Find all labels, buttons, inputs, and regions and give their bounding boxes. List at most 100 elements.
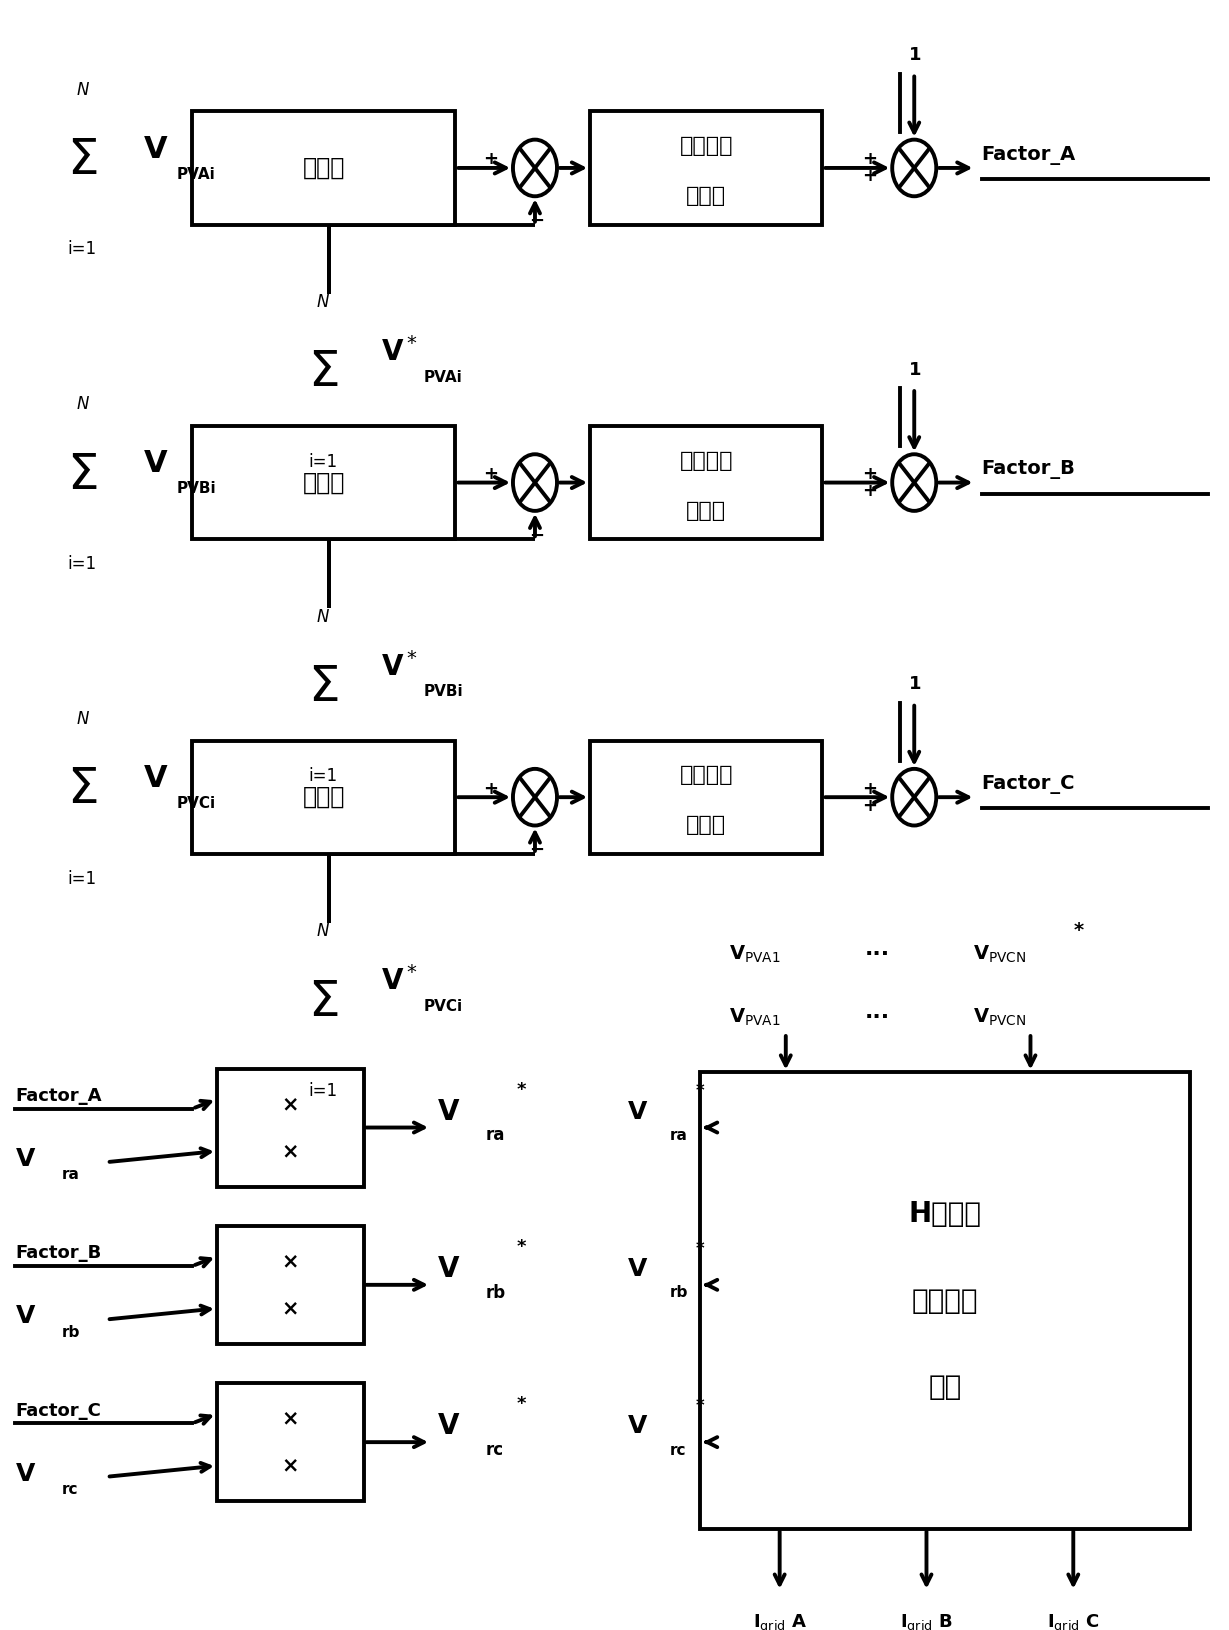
Text: $\mathbf{I}_{\mathrm{grid\_}}$C: $\mathbf{I}_{\mathrm{grid\_}}$C	[1047, 1612, 1100, 1630]
Text: N: N	[317, 608, 329, 626]
Text: rc: rc	[485, 1441, 504, 1459]
Text: rb: rb	[485, 1284, 506, 1302]
Text: N: N	[317, 293, 329, 311]
Text: rc: rc	[61, 1482, 77, 1496]
Text: 调节器: 调节器	[686, 815, 726, 836]
Text: ×: ×	[281, 1299, 299, 1319]
Text: i=1: i=1	[308, 768, 338, 786]
Text: i=1: i=1	[68, 869, 97, 888]
Text: PVCi: PVCi	[177, 795, 215, 812]
Text: PVAi: PVAi	[424, 370, 462, 385]
Text: *: *	[516, 1395, 526, 1413]
Text: $\mathbf{V}$: $\mathbf{V}$	[15, 1148, 36, 1170]
Text: $\Sigma$: $\Sigma$	[68, 766, 97, 813]
Text: PVAi: PVAi	[177, 166, 215, 181]
Bar	[216, 1069, 364, 1187]
Bar	[701, 1073, 1190, 1529]
Text: $\mathbf{V}$: $\mathbf{V}$	[627, 1100, 648, 1123]
Text: 1: 1	[909, 360, 922, 378]
Text: +: +	[863, 465, 878, 482]
Text: ra: ra	[485, 1126, 505, 1144]
Text: $\Sigma$: $\Sigma$	[308, 663, 338, 711]
Text: +: +	[863, 482, 878, 500]
Text: H桥单元: H桥单元	[908, 1200, 981, 1227]
Text: 调节器: 调节器	[686, 500, 726, 522]
Text: 1: 1	[909, 46, 922, 64]
Text: $\mathbf{V}$: $\mathbf{V}$	[144, 135, 168, 163]
Text: $\mathbf{V}_{\mathrm{PVA1}}$: $\mathbf{V}_{\mathrm{PVA1}}$	[730, 1007, 780, 1029]
Text: +: +	[863, 779, 878, 797]
Text: ra: ra	[61, 1167, 80, 1182]
Text: $\mathbf{V}_{\mathrm{PVCN}}$: $\mathbf{V}_{\mathrm{PVCN}}$	[973, 1007, 1026, 1029]
Text: ×: ×	[281, 1141, 299, 1161]
Text: 陷波器: 陷波器	[302, 471, 345, 494]
Text: N: N	[317, 923, 329, 941]
Text: $\mathbf{V}$: $\mathbf{V}$	[627, 1257, 648, 1281]
Text: ×: ×	[281, 1094, 299, 1113]
Text: +: +	[863, 797, 878, 815]
Text: +: +	[483, 465, 498, 482]
Text: PVBi: PVBi	[177, 481, 216, 497]
Bar	[193, 740, 456, 854]
Text: +: +	[863, 168, 878, 186]
Text: $\mathbf{V}$: $\mathbf{V}$	[438, 1097, 461, 1126]
Text: i=1: i=1	[308, 453, 338, 471]
Text: ···: ···	[865, 1007, 890, 1027]
Text: i=1: i=1	[68, 554, 97, 572]
Bar	[590, 425, 822, 540]
Text: Factor_A: Factor_A	[982, 145, 1075, 165]
Text: −: −	[530, 526, 544, 544]
Text: Factor_C: Factor_C	[982, 776, 1075, 794]
Text: 相间电压: 相间电压	[680, 135, 732, 156]
Text: $\mathbf{V}$: $\mathbf{V}$	[144, 764, 168, 792]
Text: −: −	[530, 841, 544, 859]
Text: Factor_B: Factor_B	[15, 1244, 101, 1262]
Text: $\mathbf{I}_{\mathrm{grid\_}}$B: $\mathbf{I}_{\mathrm{grid\_}}$B	[900, 1612, 952, 1630]
Text: ×: ×	[281, 1456, 299, 1475]
Text: 相间电压: 相间电压	[680, 764, 732, 786]
Text: ra: ra	[670, 1128, 687, 1143]
Text: 调节器: 调节器	[686, 186, 726, 207]
Text: N: N	[76, 711, 88, 729]
Bar	[193, 111, 456, 225]
Text: $\mathbf{I}_{\mathrm{grid\_}}$A: $\mathbf{I}_{\mathrm{grid\_}}$A	[752, 1612, 806, 1630]
Text: $\mathbf{V}$: $\mathbf{V}$	[144, 450, 168, 478]
Text: *: *	[1073, 921, 1084, 941]
Text: PVCi: PVCi	[424, 999, 462, 1014]
Text: $\mathbf{V}$: $\mathbf{V}$	[438, 1255, 461, 1283]
Text: $\mathbf{V}$: $\mathbf{V}$	[15, 1462, 36, 1485]
Text: $\Sigma$: $\Sigma$	[68, 452, 97, 499]
Text: *: *	[696, 1397, 704, 1415]
Text: 陷波器: 陷波器	[302, 156, 345, 179]
Text: $\mathbf{V}^*$: $\mathbf{V}^*$	[381, 652, 418, 681]
Text: i=1: i=1	[308, 1082, 338, 1100]
Bar	[216, 1226, 364, 1343]
Text: rb: rb	[61, 1325, 80, 1340]
Bar	[590, 111, 822, 225]
Text: $\mathbf{V}$: $\mathbf{V}$	[438, 1413, 461, 1441]
Text: +: +	[863, 150, 878, 168]
Text: i=1: i=1	[68, 240, 97, 258]
Text: ×: ×	[281, 1252, 299, 1271]
Text: *: *	[516, 1239, 526, 1257]
Text: N: N	[76, 82, 88, 99]
Text: 相间电压: 相间电压	[680, 450, 732, 471]
Text: rc: rc	[670, 1443, 686, 1457]
Bar	[193, 425, 456, 540]
Text: Factor_A: Factor_A	[15, 1087, 102, 1105]
Text: 开关模式: 开关模式	[912, 1286, 978, 1314]
Bar	[216, 1384, 364, 1501]
Text: $\mathbf{V}^*$: $\mathbf{V}^*$	[381, 337, 418, 367]
Text: +: +	[483, 150, 498, 168]
Text: *: *	[696, 1240, 704, 1258]
Text: 1: 1	[909, 675, 922, 693]
Text: PVBi: PVBi	[424, 685, 463, 699]
Text: ×: ×	[281, 1408, 299, 1428]
Bar	[590, 740, 822, 854]
Text: $\mathbf{V}_{\mathrm{PVCN}}$: $\mathbf{V}_{\mathrm{PVCN}}$	[973, 944, 1026, 965]
Text: $\mathbf{V}_{\mathrm{PVA1}}$: $\mathbf{V}_{\mathrm{PVA1}}$	[730, 944, 780, 965]
Text: $\Sigma$: $\Sigma$	[68, 135, 97, 184]
Text: *: *	[696, 1082, 704, 1100]
Text: ···: ···	[865, 944, 890, 965]
Text: *: *	[516, 1081, 526, 1099]
